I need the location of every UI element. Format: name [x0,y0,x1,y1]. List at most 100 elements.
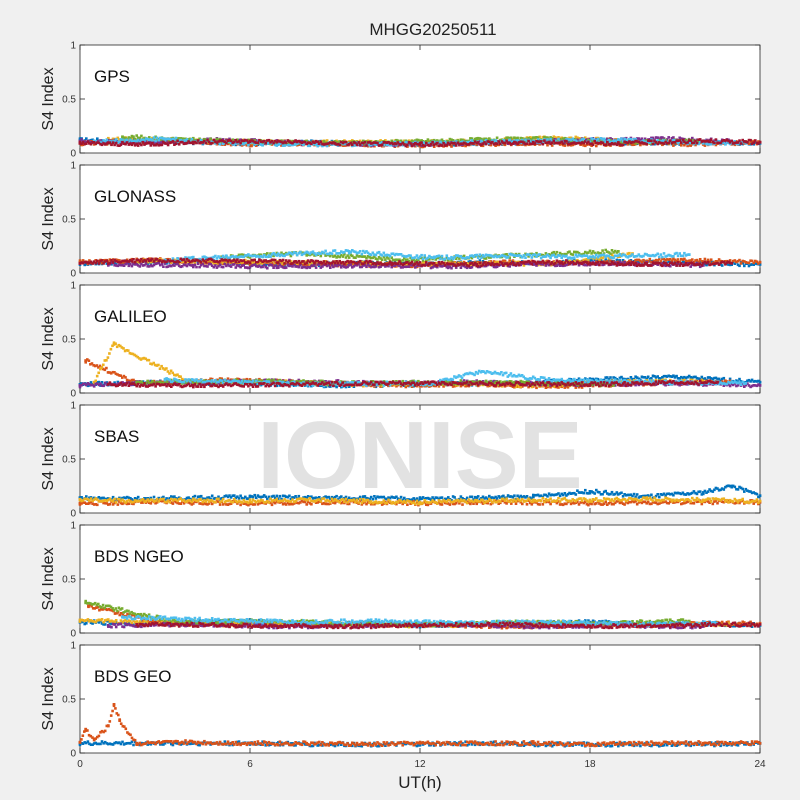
data-point [133,263,137,266]
data-point [289,260,293,263]
data-point [517,143,521,146]
data-point [409,263,412,266]
data-point [292,143,296,146]
data-point [510,136,513,140]
data-point [595,257,598,260]
data-point [332,141,335,144]
data-point [637,260,641,264]
data-point [576,140,579,144]
data-point [247,138,250,142]
data-point [744,140,748,144]
data-point [445,143,449,147]
data-point [662,142,666,145]
data-point [618,255,622,258]
data-point [149,144,153,147]
data-point [371,251,375,255]
data-point [302,263,305,267]
data-point [590,139,593,143]
data-point [248,139,252,143]
data-point [516,142,519,146]
data-point [188,141,192,145]
data-point [102,260,105,264]
data-point [165,262,168,265]
data-point [184,142,187,145]
data-point [571,263,574,266]
data-point [231,141,234,145]
data-point [480,137,483,141]
data-point [727,139,730,143]
data-point [584,250,587,254]
data-point [365,142,368,145]
data-point [229,265,233,268]
data-point [373,141,376,144]
data-point [617,138,620,141]
data-point [122,136,126,140]
data-point [669,141,672,144]
data-point [443,140,447,144]
data-point [495,142,499,146]
data-point [380,258,384,262]
data-point [97,259,101,263]
data-point [335,256,338,259]
data-point [709,258,713,261]
data-point [502,262,505,265]
data-point [714,138,718,141]
data-point [176,137,179,140]
data-point [102,142,105,145]
data-point [199,258,203,262]
data-point [675,261,678,264]
data-point [524,252,527,256]
data-point [434,139,437,143]
data-point [695,141,699,145]
data-point [141,140,145,144]
data-point [118,259,121,262]
data-point [582,252,585,256]
data-point [130,137,134,140]
data-point [601,256,604,260]
data-point [347,251,351,255]
data-point [558,138,562,141]
data-point [472,142,475,145]
data-point [360,252,364,256]
data-point [118,138,121,141]
data-point [182,137,186,141]
data-point [486,263,489,267]
data-point [368,261,371,264]
data-point [596,262,600,266]
data-point [410,256,414,260]
data-point [338,143,341,147]
data-point [465,141,469,144]
data-point [599,141,603,144]
data-point [234,266,238,269]
data-point [166,142,170,145]
data-point [747,264,751,268]
data-point [415,138,419,142]
data-point [717,141,721,145]
data-point [489,138,493,142]
data-point [166,260,170,263]
data-point [695,258,699,262]
data-point [731,259,735,263]
data-point [354,144,357,147]
data-point [494,139,497,142]
data-point [114,258,118,261]
data-point [182,261,186,264]
data-point [621,259,625,262]
data-point [576,250,579,254]
data-point [311,250,315,253]
data-point [541,253,545,257]
data-point [617,263,620,267]
data-point [497,143,500,147]
data-point [415,142,419,146]
data-point [423,256,426,259]
data-point [590,137,593,140]
data-point [610,249,614,252]
data-point [344,249,348,252]
data-point [607,257,611,260]
data-point [484,257,488,260]
data-point [480,254,483,258]
data-point [454,140,458,143]
data-point [591,137,595,141]
data-point [425,257,428,261]
data-point [617,259,620,262]
